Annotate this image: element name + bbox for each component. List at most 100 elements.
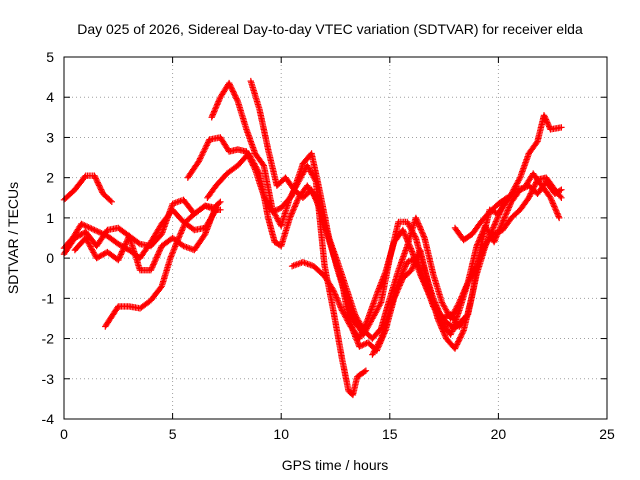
data-point xyxy=(201,232,208,239)
data-point xyxy=(274,215,281,222)
chart-title: Day 025 of 2026, Sidereal Day-to-day VTE… xyxy=(77,21,583,37)
data-point xyxy=(196,156,203,164)
data-point xyxy=(458,331,465,338)
data-point xyxy=(247,153,254,160)
data-point xyxy=(83,236,90,243)
data-point xyxy=(204,139,212,146)
series-track-a xyxy=(60,172,115,205)
data-point xyxy=(418,227,425,234)
data-point xyxy=(209,111,217,118)
data-point xyxy=(87,243,94,250)
data-point xyxy=(195,158,202,165)
data-point xyxy=(259,161,267,168)
data-point xyxy=(275,206,282,213)
data-point xyxy=(530,184,537,192)
data-point xyxy=(173,238,181,246)
y-tick-label: -4 xyxy=(42,411,55,427)
data-point xyxy=(459,330,466,337)
data-point xyxy=(542,114,549,122)
data-point xyxy=(88,225,95,232)
data-point xyxy=(405,241,413,248)
data-point xyxy=(408,265,416,272)
data-point xyxy=(216,199,223,206)
data-point xyxy=(226,81,233,88)
data-point xyxy=(91,250,98,257)
data-point xyxy=(97,229,104,236)
data-point xyxy=(115,255,123,262)
data-point xyxy=(156,247,163,254)
x-tick-label: 5 xyxy=(169,426,177,442)
data-point xyxy=(556,214,563,222)
data-point xyxy=(492,230,499,237)
data-point xyxy=(547,196,555,203)
data-point xyxy=(90,249,97,256)
data-point xyxy=(357,332,364,339)
data-point xyxy=(196,155,204,162)
data-point xyxy=(201,146,208,153)
data-point xyxy=(297,175,304,182)
data-point xyxy=(229,86,236,94)
data-point xyxy=(329,285,336,293)
data-point xyxy=(502,195,509,202)
x-axis-label: GPS time / hours xyxy=(282,457,389,473)
data-point xyxy=(294,197,301,204)
data-point xyxy=(122,241,129,248)
x-tick-label: 15 xyxy=(382,426,398,442)
x-tick-label: 10 xyxy=(273,426,289,442)
data-point xyxy=(215,96,223,104)
data-point xyxy=(460,315,467,322)
data-point xyxy=(540,112,548,119)
data-point xyxy=(436,314,443,322)
data-point xyxy=(405,221,412,228)
data-point xyxy=(336,301,343,308)
y-tick-label: 0 xyxy=(46,250,54,266)
data-point xyxy=(217,198,224,205)
data-point xyxy=(374,305,382,312)
data-point xyxy=(84,237,91,245)
x-tick-labels: 0 5 10 15 20 25 xyxy=(60,426,615,442)
data-point xyxy=(107,197,114,204)
data-point xyxy=(360,325,367,332)
data-point xyxy=(451,307,458,315)
data-point xyxy=(202,143,210,150)
series-track-l xyxy=(451,194,511,244)
y-tick-label: 5 xyxy=(46,49,54,65)
data-point xyxy=(288,210,295,217)
data-point xyxy=(548,197,555,204)
data-point xyxy=(231,91,238,98)
data-point xyxy=(523,156,530,163)
data-point xyxy=(233,96,241,104)
data-point xyxy=(404,220,412,227)
data-point xyxy=(402,261,410,269)
data-point xyxy=(499,218,506,226)
data-point xyxy=(526,191,534,199)
data-point xyxy=(117,252,124,260)
data-point xyxy=(546,193,553,200)
data-point xyxy=(212,206,220,213)
data-point xyxy=(374,342,381,350)
data-point xyxy=(151,258,158,265)
data-point xyxy=(203,142,210,149)
data-point xyxy=(78,220,85,228)
data-point xyxy=(253,164,260,172)
y-tick-labels: -4 -3 -2 -1 0 1 2 3 4 5 xyxy=(42,49,55,427)
data-point xyxy=(204,140,211,148)
data-point xyxy=(555,213,562,220)
data-point xyxy=(343,316,350,323)
data-point xyxy=(528,187,536,194)
data-point xyxy=(97,186,105,193)
data-point xyxy=(157,284,164,291)
data-point xyxy=(94,179,101,186)
data-point xyxy=(89,226,97,233)
data-point xyxy=(527,190,534,197)
data-point xyxy=(452,306,459,313)
data-point xyxy=(529,186,536,193)
data-point xyxy=(453,342,460,349)
y-tick-label: 3 xyxy=(46,129,54,145)
data-point xyxy=(495,228,502,236)
data-point xyxy=(81,173,88,181)
data-point xyxy=(490,230,498,238)
data-point xyxy=(516,175,523,183)
data-point xyxy=(544,120,552,127)
